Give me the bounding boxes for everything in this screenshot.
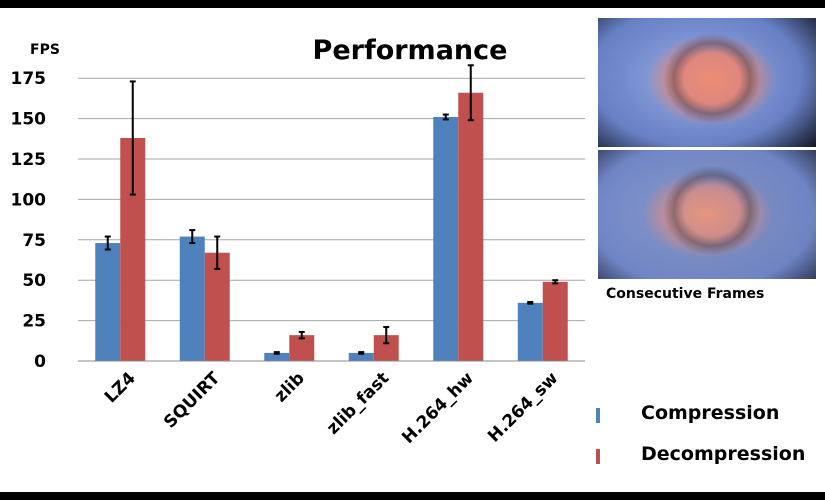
x-tick-labels: LZ4 SQUIRT zlib zlib_fast H.264_hw H.264_sw xyxy=(101,368,563,448)
legend-item-decompression: Decompression xyxy=(641,443,805,465)
gridlines xyxy=(78,77,585,322)
bar-decompression xyxy=(289,335,315,361)
legend-swatch xyxy=(596,449,600,464)
x-tick-label: zlib xyxy=(271,368,309,406)
bar-compression xyxy=(433,116,459,361)
y-tick-label: 100 xyxy=(11,190,47,210)
x-tick-label: LZ4 xyxy=(101,368,140,407)
bar-compression xyxy=(95,243,121,361)
legend-label: Decompression xyxy=(641,443,806,465)
bar-decompression xyxy=(204,252,230,361)
bar-compression xyxy=(517,302,543,361)
error-bars xyxy=(104,64,559,355)
y-tick-label: 0 xyxy=(34,352,46,372)
x-tick-label: H.264_sw xyxy=(484,368,562,446)
frame-image-2 xyxy=(598,150,816,279)
bars xyxy=(95,92,568,361)
legend xyxy=(596,408,600,464)
chart-title: Performance xyxy=(313,35,508,66)
bar-compression xyxy=(179,236,205,361)
y-tick-label: 75 xyxy=(22,231,46,251)
x-tick-label: SQUIRT xyxy=(160,368,224,432)
y-tick-labels: 0 25 50 75 100 125 150 175 xyxy=(11,69,47,372)
frames-caption: Consecutive Frames xyxy=(606,286,765,302)
frame-image-1 xyxy=(598,18,816,147)
y-tick-label: 150 xyxy=(11,110,47,130)
legend-swatch xyxy=(596,408,600,423)
slide: 0 25 50 75 100 125 150 175 LZ4 SQUIRT zlib zlib_fa… xyxy=(0,8,825,492)
volume-render-image xyxy=(598,18,816,147)
x-tick-label: H.264_hw xyxy=(398,368,478,448)
legend-item-compression: Compression xyxy=(641,402,779,424)
x-tick-label: zlib_fast xyxy=(323,368,393,438)
performance-chart: 0 25 50 75 100 125 150 175 LZ4 SQUIRT zlib zlib_fa… xyxy=(11,35,600,464)
legend-label: Compression xyxy=(641,402,780,424)
bar-compression xyxy=(348,352,374,361)
bar-compression xyxy=(264,352,290,361)
bar-decompression xyxy=(458,92,484,361)
y-tick-label: 125 xyxy=(11,150,47,170)
y-tick-label: 175 xyxy=(11,69,47,89)
y-tick-label: 25 xyxy=(22,312,46,332)
y-axis-label: FPS xyxy=(30,42,60,58)
bar-decompression xyxy=(542,281,568,361)
y-tick-label: 50 xyxy=(22,271,46,291)
volume-render-image xyxy=(598,150,816,279)
